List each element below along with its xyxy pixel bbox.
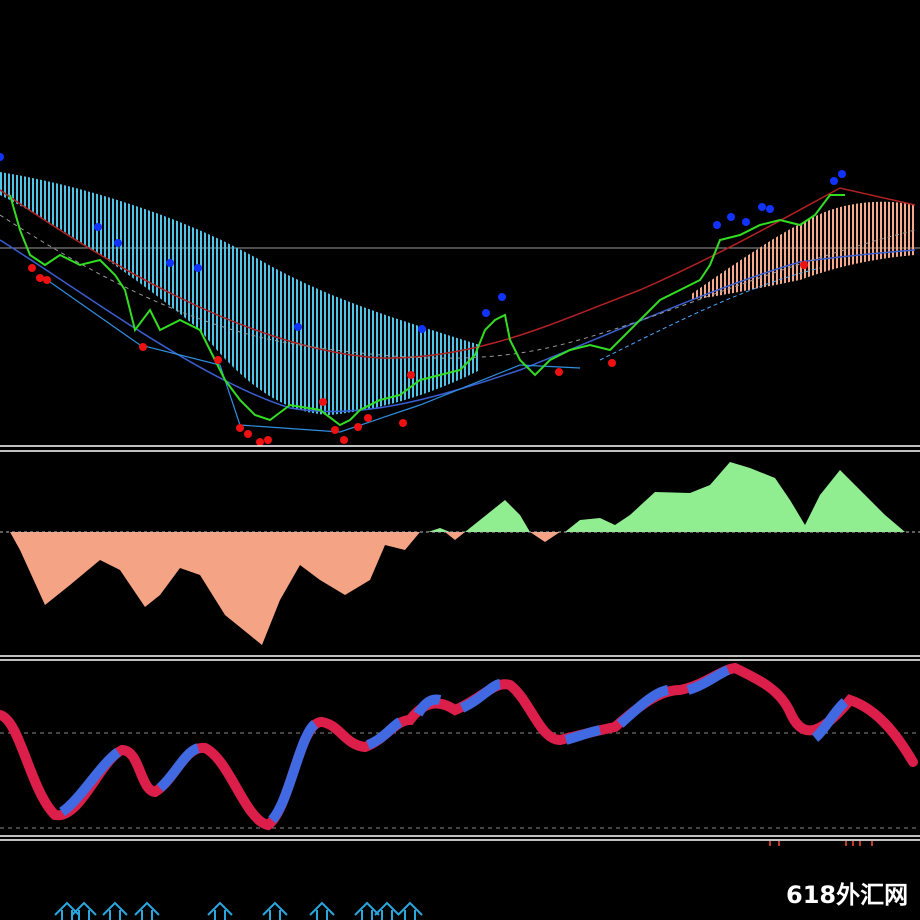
dash-ma — [0, 214, 916, 359]
stoch-red — [0, 662, 918, 831]
separator — [0, 655, 920, 661]
cyan-cloud — [0, 172, 480, 415]
positive-area — [428, 462, 905, 532]
negative-area — [10, 532, 560, 645]
separator — [0, 835, 920, 841]
price-panel — [0, 153, 920, 446]
candles — [9, 194, 845, 427]
blue-dots — [0, 153, 846, 333]
buy-arrows — [54, 901, 423, 920]
red-ticks — [769, 841, 873, 846]
red-dots — [28, 261, 808, 446]
blue-ma — [0, 239, 916, 413]
stochastic-panel — [0, 662, 920, 831]
salmon-cloud — [690, 201, 915, 300]
dash-blue — [599, 267, 821, 361]
watermark: 618外汇网 — [786, 881, 908, 909]
oscillator-panel — [0, 462, 920, 645]
separator — [0, 445, 920, 452]
stoch-blue — [58, 665, 849, 824]
blue-band — [39, 274, 581, 433]
